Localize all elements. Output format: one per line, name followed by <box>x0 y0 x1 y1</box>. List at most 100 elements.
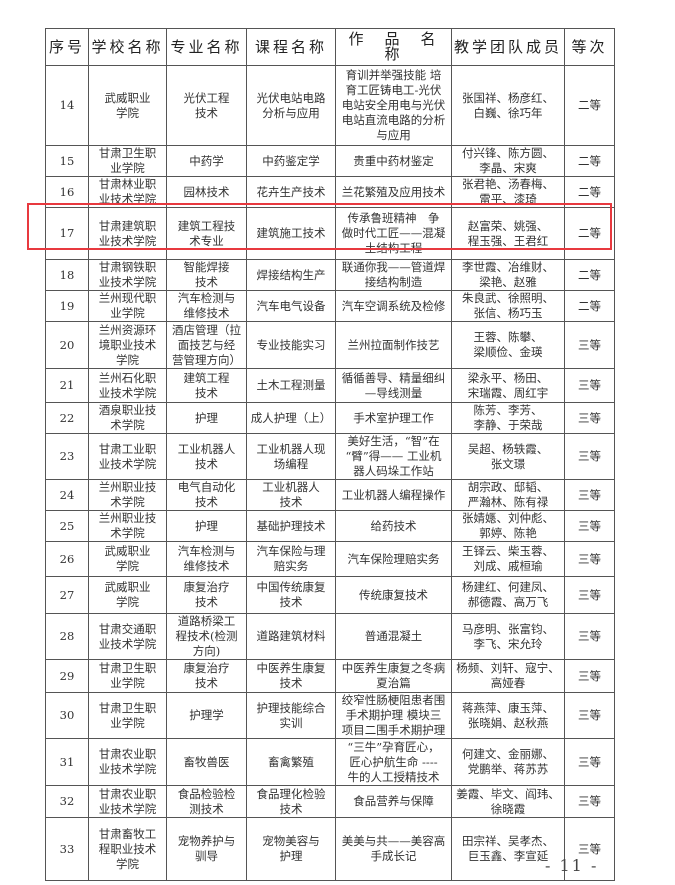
header-work: 作 品 名 称 <box>335 28 452 66</box>
cell-course: 中国传统康复 技术 <box>246 576 336 614</box>
cell-team: 付兴锋、陈方圆、 李晶、宋爽 <box>451 145 565 177</box>
cell-school: 武威职业 学院 <box>88 65 167 146</box>
table-row: 28 甘肃交通职 业技术学院 道路桥梁工 程技术(检测 方向) 道路建筑材料 普通混凝土… <box>45 613 615 660</box>
cell-major: 康复治疗 技术 <box>166 659 247 693</box>
cell-index: 25 <box>45 510 89 542</box>
cell-course: 中医养生康复 技术 <box>246 659 336 693</box>
table-row: 17 甘肃建筑职 业技术学院 建筑工程技 术专业 建筑施工技术 传承鲁班精神 争 做时代… <box>45 207 615 260</box>
cell-index: 24 <box>45 479 89 511</box>
cell-index: 18 <box>45 259 89 291</box>
cell-school: 武威职业 学院 <box>88 541 167 577</box>
cell-rank: 三等 <box>564 817 615 881</box>
cell-work: “三牛”孕育匠心， 匠心护航生命 ---- 牛的人工授精技术 <box>335 738 452 786</box>
cell-rank: 三等 <box>564 479 615 511</box>
table-row: 15 甘肃卫生职 业学院 中药学 中药鉴定学 贵重中药材鉴定 付兴锋、陈方圆、 李晶、宋爽… <box>45 145 615 177</box>
cell-team: 张君艳、汤春梅、 雷平、漆琦 <box>451 176 565 208</box>
cell-major: 建筑工程 技术 <box>166 368 247 403</box>
cell-major: 工业机器人 技术 <box>166 433 247 480</box>
cell-major: 护理 <box>166 402 247 434</box>
cell-work: 给药技术 <box>335 510 452 542</box>
cell-course: 成人护理（上） <box>246 402 336 434</box>
cell-team: 赵富荣、姚强、 程玉强、王君红 <box>451 207 565 260</box>
cell-rank: 三等 <box>564 402 615 434</box>
table-header-row: 序号 学校名称 专业名称 课程名称 作 品 名 称 教学团队成员 等次 <box>45 28 615 66</box>
cell-school: 兰州职业技 术学院 <box>88 479 167 511</box>
cell-rank: 三等 <box>564 541 615 577</box>
cell-work: 工业机器人编程操作 <box>335 479 452 511</box>
cell-rank: 三等 <box>564 368 615 403</box>
cell-course: 花卉生产技术 <box>246 176 336 208</box>
cell-school: 甘肃工业职 业技术学院 <box>88 433 167 480</box>
cell-rank: 三等 <box>564 510 615 542</box>
cell-index: 22 <box>45 402 89 434</box>
cell-school: 兰州石化职 业技术学院 <box>88 368 167 403</box>
cell-school: 甘肃卫生职 业学院 <box>88 659 167 693</box>
cell-school: 甘肃卫生职 业学院 <box>88 692 167 739</box>
cell-team: 杨建红、何建凤、 郝德霞、高万飞 <box>451 576 565 614</box>
cell-index: 17 <box>45 207 89 260</box>
cell-school: 酒泉职业技 术学院 <box>88 402 167 434</box>
cell-course: 食品理化检验 技术 <box>246 785 336 818</box>
cell-course: 建筑施工技术 <box>246 207 336 260</box>
cell-index: 28 <box>45 613 89 660</box>
cell-index: 33 <box>45 817 89 881</box>
cell-team: 杨频、刘轩、寇宁、 高娅春 <box>451 659 565 693</box>
table-row: 29 甘肃卫生职 业学院 康复治疗 技术 中医养生康复 技术 中医养生康复之冬病 夏治篇… <box>45 659 615 693</box>
cell-course: 专业技能实习 <box>246 321 336 369</box>
cell-rank: 二等 <box>564 290 615 322</box>
cell-team: 王铎云、柴玉蓉、 刘成、戚桓瑜 <box>451 541 565 577</box>
awards-table: 序号 学校名称 专业名称 课程名称 作 品 名 称 教学团队成员 等次 14 武威… <box>45 28 615 881</box>
cell-work: 中医养生康复之冬病 夏治篇 <box>335 659 452 693</box>
cell-school: 甘肃林业职 业技术学院 <box>88 176 167 208</box>
cell-major: 汽车检测与 维修技术 <box>166 290 247 322</box>
cell-team: 陈芳、李芳、 李静、于荣哉 <box>451 402 565 434</box>
header-course: 课程名称 <box>246 28 336 66</box>
cell-course: 工业机器人现 场编程 <box>246 433 336 480</box>
cell-work: 汽车空调系统及检修 <box>335 290 452 322</box>
cell-work: 传统康复技术 <box>335 576 452 614</box>
cell-rank: 三等 <box>564 321 615 369</box>
cell-school: 兰州职业技 术学院 <box>88 510 167 542</box>
cell-school: 兰州资源环 境职业技术 学院 <box>88 321 167 369</box>
cell-team: 马彦明、张富钧、 李飞、宋允玲 <box>451 613 565 660</box>
cell-school: 兰州现代职 业学院 <box>88 290 167 322</box>
cell-rank: 二等 <box>564 65 615 146</box>
page-number: - 11 - <box>545 856 599 875</box>
cell-work: 美美与共——美容高 手成长记 <box>335 817 452 881</box>
cell-work: 绞窄性肠梗阻患者围 手术期护理 模块三 项目二围手术期护理 <box>335 692 452 739</box>
cell-major: 康复治疗 技术 <box>166 576 247 614</box>
cell-team: 何建文、金丽娜、 党鹏举、蒋苏苏 <box>451 738 565 786</box>
cell-index: 23 <box>45 433 89 480</box>
table-row: 21 兰州石化职 业技术学院 建筑工程 技术 土木工程测量 循循善导、精量细纠 —导线测… <box>45 368 615 403</box>
cell-course: 护理技能综合 实训 <box>246 692 336 739</box>
cell-major: 光伏工程 技术 <box>166 65 247 146</box>
cell-school: 甘肃畜牧工 程职业技术 学院 <box>88 817 167 881</box>
cell-major: 护理 <box>166 510 247 542</box>
table-row: 18 甘肃钢铁职 业技术学院 智能焊接 技术 焊接结构生产 联通你我——管道焊 接结构制… <box>45 259 615 291</box>
cell-course: 道路建筑材料 <box>246 613 336 660</box>
cell-major: 园林技术 <box>166 176 247 208</box>
cell-team: 朱良武、徐照明、 张信、杨巧玉 <box>451 290 565 322</box>
header-major: 专业名称 <box>166 28 247 66</box>
cell-course: 宠物美容与 护理 <box>246 817 336 881</box>
cell-major: 畜牧兽医 <box>166 738 247 786</box>
cell-rank: 三等 <box>564 576 615 614</box>
cell-work: 循循善导、精量细纠 —导线测量 <box>335 368 452 403</box>
cell-work: 传承鲁班精神 争 做时代工匠——混凝 土结构工程 <box>335 207 452 260</box>
cell-work: 兰州拉面制作技艺 <box>335 321 452 369</box>
cell-work: 食品营养与保障 <box>335 785 452 818</box>
cell-team: 王蓉、陈攀、 梁顺俭、金瑛 <box>451 321 565 369</box>
cell-team: 姜霞、毕文、阎玮、 徐晓霞 <box>451 785 565 818</box>
cell-school: 甘肃建筑职 业技术学院 <box>88 207 167 260</box>
cell-work: 兰花繁殖及应用技术 <box>335 176 452 208</box>
cell-team: 田宗祥、吴孝杰、 巨玉鑫、李宣延 <box>451 817 565 881</box>
cell-work: 联通你我——管道焊 接结构制造 <box>335 259 452 291</box>
cell-course: 基础护理技术 <box>246 510 336 542</box>
cell-course: 焊接结构生产 <box>246 259 336 291</box>
cell-rank: 二等 <box>564 207 615 260</box>
cell-major: 中药学 <box>166 145 247 177</box>
cell-team: 胡宗政、邸韬、 严瀚林、陈有禄 <box>451 479 565 511</box>
table-row: 24 兰州职业技 术学院 电气自动化 技术 工业机器人 技术 工业机器人编程操作 胡宗政、… <box>45 479 615 511</box>
cell-school: 甘肃钢铁职 业技术学院 <box>88 259 167 291</box>
cell-rank: 二等 <box>564 145 615 177</box>
